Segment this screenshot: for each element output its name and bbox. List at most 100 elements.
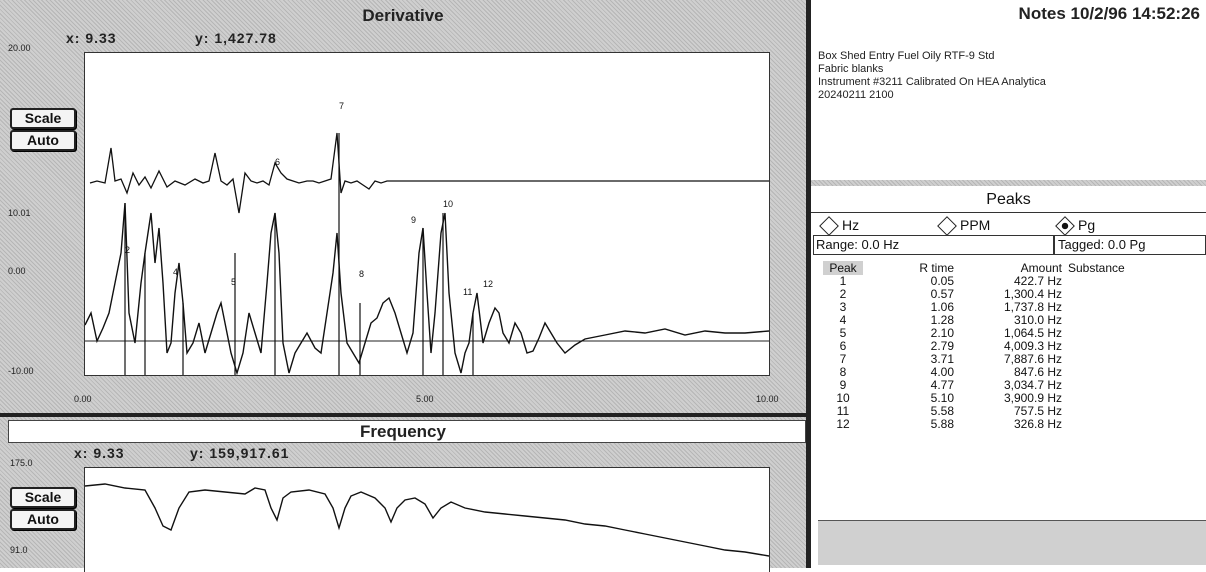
derivative-ytick-2: 10.01 [8, 208, 31, 218]
radio-pg-label: Pg [1078, 217, 1096, 233]
substance-cell [1062, 418, 1204, 431]
horizontal-divider[interactable] [0, 413, 806, 417]
peaks-table-row[interactable]: 5 2.10 1,064.5 Hz [818, 327, 1204, 340]
peaks-table-row[interactable]: 12 5.88 326.8 Hz [818, 418, 1204, 431]
rtime-cell: 1.06 [930, 300, 954, 314]
peak-cell: 6 [839, 339, 847, 353]
peak-cell: 3 [839, 300, 847, 314]
peaks-header-row: Peak R time Amount Substance [818, 261, 1204, 275]
substance-cell [1062, 379, 1204, 392]
peaks-table-row[interactable]: 7 3.71 7,887.6 Hz [818, 353, 1204, 366]
notes-body[interactable]: Box Shed Entry Fuel Oily RTF-9 Std Fabri… [818, 50, 1046, 101]
radio-pg[interactable]: Pg [1055, 216, 1096, 237]
rtime-cell: 5.58 [930, 404, 954, 418]
rtime-cell: 2.79 [930, 339, 954, 353]
peak-cell: 8 [839, 365, 847, 379]
amount-cell: 1,737.8 Hz [1003, 300, 1062, 314]
peak-marker-12: 12 [483, 279, 494, 289]
notes-title: Notes 10/2/96 14:52:26 [1018, 4, 1200, 23]
radio-hz[interactable]: Hz [819, 216, 860, 237]
radio-hz-label: Hz [842, 217, 860, 233]
derivative-scale-button[interactable]: Scale [10, 108, 76, 129]
peaks-table-row[interactable]: 9 4.77 3,034.7 Hz [818, 379, 1204, 392]
peaks-table-row[interactable]: 3 1.06 1,737.8 Hz [818, 301, 1204, 314]
peak-cell: 12 [836, 417, 850, 431]
peaks-table-row[interactable]: 11 5.58 757.5 Hz [818, 405, 1204, 418]
peak-cell: 10 [836, 391, 850, 405]
rtime-cell: 5.10 [930, 391, 954, 405]
substance-cell [1062, 288, 1204, 301]
peaks-table-wrap[interactable]: Peak R time Amount Substance 1 0.05 422.7 … [818, 261, 1204, 431]
amount-cell: 326.8 Hz [1013, 417, 1062, 431]
frequency-x-readout: x: 9.33 [74, 445, 125, 461]
radio-pg-selected-icon [1055, 216, 1075, 237]
derivative-xtick-mid: 5.00 [416, 394, 434, 404]
col-header-substance[interactable]: Substance [1068, 261, 1125, 275]
rtime-cell: 3.71 [930, 352, 954, 366]
peak-marker-4: 4 [173, 267, 179, 277]
peak-cell: 2 [839, 287, 847, 301]
radio-ppm-label: PPM [960, 217, 991, 233]
derivative-x-readout: x: 9.33 [66, 30, 117, 46]
rtime-cell: 1.28 [930, 313, 954, 327]
rtime-cell: 0.57 [930, 287, 954, 301]
peak-cell: 4 [839, 313, 847, 327]
notes-peaks-separator [811, 180, 1206, 186]
peaks-table-row[interactable]: 8 4.00 847.6 Hz [818, 366, 1204, 379]
radio-hz-icon [819, 216, 839, 237]
peak-marker-10: 10 [443, 199, 454, 209]
radio-ppm[interactable]: PPM [937, 216, 991, 237]
peak-cell: 11 [836, 404, 850, 418]
amount-cell: 3,034.7 Hz [1003, 378, 1062, 392]
derivative-trace [85, 132, 769, 375]
peak-marker-6: 6 [275, 157, 281, 167]
notes-panel [811, 0, 1206, 180]
amount-cell: 847.6 Hz [1013, 365, 1062, 379]
peaks-table-row[interactable]: 6 2.79 4,009.3 Hz [818, 340, 1204, 353]
frequency-auto-button[interactable]: Auto [10, 509, 76, 530]
peaks-table-row[interactable]: 1 0.05 422.7 Hz [818, 275, 1204, 288]
peak-marker-2: 2 [125, 245, 131, 255]
derivative-xtick-start: 0.00 [74, 394, 92, 404]
amount-cell: 422.7 Hz [1013, 274, 1062, 288]
rtime-cell: 5.88 [930, 417, 954, 431]
peaks-table-row[interactable]: 2 0.57 1,300.4 Hz [818, 288, 1204, 301]
frequency-title-box [8, 420, 806, 443]
amount-cell: 4,009.3 Hz [1003, 339, 1062, 353]
peak-marker-11: 11 [463, 287, 473, 297]
peak-cell: 9 [839, 378, 847, 392]
rtime-cell: 2.10 [930, 326, 954, 340]
peaks-title: Peaks [986, 191, 1031, 208]
radio-ppm-icon [937, 216, 957, 237]
peaks-footer [818, 520, 1206, 565]
peak-marker-9: 9 [411, 215, 417, 225]
peak-marker-7: 7 [339, 101, 345, 111]
substance-cell [1062, 340, 1204, 353]
peak-marker-8: 8 [359, 269, 365, 279]
col-header-peak[interactable]: Peak [823, 261, 863, 275]
col-header-rtime[interactable]: R time [919, 261, 954, 275]
peaks-panel [811, 186, 1206, 568]
amount-cell: 3,900.9 Hz [1003, 391, 1062, 405]
frequency-ytick-top: 175.0 [10, 458, 33, 468]
substance-cell [1062, 275, 1204, 288]
peaks-table-row[interactable]: 10 5.10 3,900.9 Hz [818, 392, 1204, 405]
col-header-amount[interactable]: Amount [1020, 261, 1062, 275]
peaks-table-row[interactable]: 4 1.28 310.0 Hz [818, 314, 1204, 327]
derivative-plot-area[interactable]: 2 4 5 6 7 8 9 10 11 12 [84, 52, 770, 376]
rtime-cell: 0.05 [930, 274, 954, 288]
derivative-ytick-3: 0.00 [8, 266, 26, 276]
amount-cell: 1,300.4 Hz [1003, 287, 1062, 301]
amount-cell: 7,887.6 Hz [1003, 352, 1062, 366]
frequency-plot-area[interactable] [84, 467, 770, 572]
derivative-auto-button[interactable]: Auto [10, 130, 76, 151]
amount-cell: 1,064.5 Hz [1003, 326, 1062, 340]
rtime-cell: 4.00 [930, 365, 954, 379]
frequency-scale-button[interactable]: Scale [10, 487, 76, 508]
derivative-ytick-bottom: -10.00 [8, 366, 34, 376]
vertical-divider[interactable] [806, 0, 811, 568]
amount-cell: 310.0 Hz [1013, 313, 1062, 327]
tagged-label: Tagged: 0.0 Pg [1058, 237, 1146, 252]
substance-cell [1062, 314, 1204, 327]
peaks-title-rule [811, 212, 1206, 213]
